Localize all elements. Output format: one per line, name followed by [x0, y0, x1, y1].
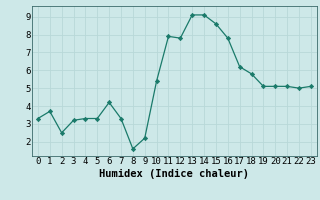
- X-axis label: Humidex (Indice chaleur): Humidex (Indice chaleur): [100, 169, 249, 179]
